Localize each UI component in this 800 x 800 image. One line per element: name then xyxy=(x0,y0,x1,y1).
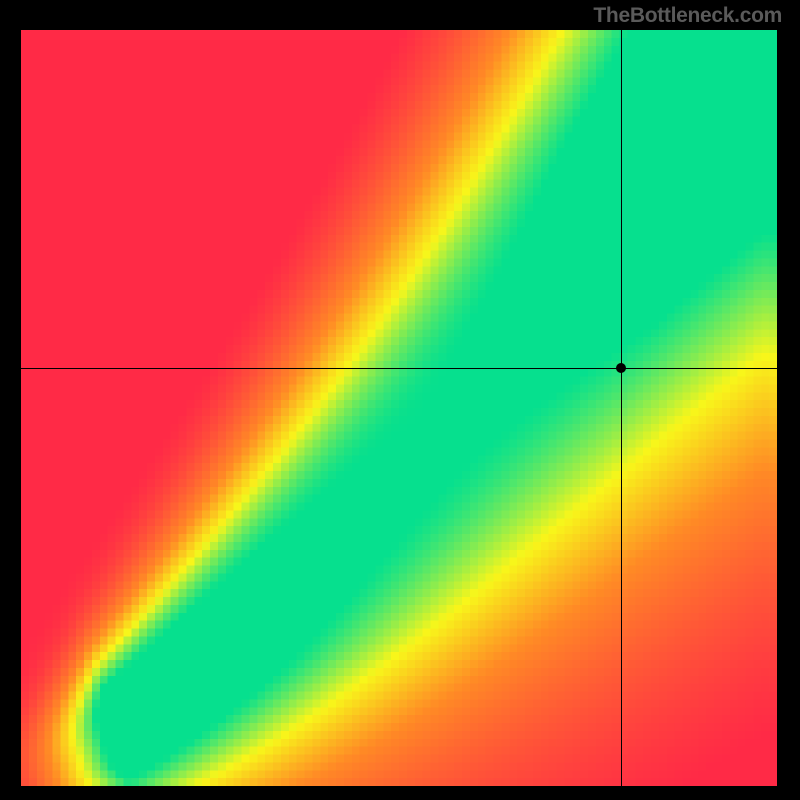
heatmap-canvas xyxy=(21,30,777,786)
crosshair-marker xyxy=(616,363,626,373)
chart-container: TheBottleneck.com xyxy=(0,0,800,800)
heatmap-plot xyxy=(21,30,777,786)
crosshair-horizontal xyxy=(21,368,777,369)
watermark-text: TheBottleneck.com xyxy=(593,4,782,28)
crosshair-vertical xyxy=(621,30,622,786)
